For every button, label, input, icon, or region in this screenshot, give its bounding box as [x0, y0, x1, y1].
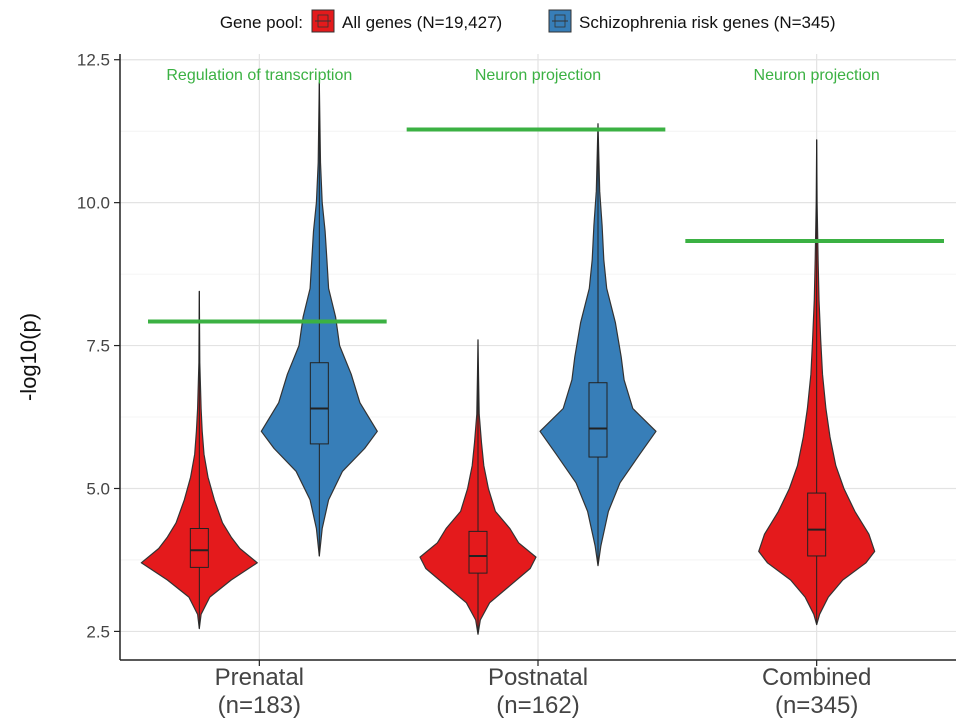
x-tick-sublabel: (n=183)	[218, 692, 301, 719]
annotation-label: Regulation of transcription	[166, 67, 352, 84]
legend-label: All genes (N=19,427)	[342, 13, 502, 32]
box-iqr	[807, 492, 827, 557]
y-tick-label: 7.5	[86, 337, 110, 356]
x-tick-sublabel: (n=162)	[496, 692, 579, 719]
violin-combined-all	[758, 139, 876, 626]
violin-prenatal-all	[140, 290, 258, 630]
x-tick-label: Postnatal	[488, 664, 588, 691]
annotation-label: Neuron projection	[754, 67, 880, 84]
y-tick-label: 2.5	[86, 622, 110, 641]
x-tick-label: Prenatal	[215, 664, 304, 691]
violin-prenatal-risk	[260, 82, 378, 557]
legend-title: Gene pool:	[220, 13, 303, 32]
legend-label: Schizophrenia risk genes (N=345)	[579, 13, 836, 32]
annotation-label: Neuron projection	[475, 67, 601, 84]
x-tick-sublabel: (n=345)	[775, 692, 858, 719]
box-iqr	[309, 362, 329, 445]
violin-postnatal-all	[419, 339, 537, 635]
y-axis-label: -log10(p)	[16, 313, 41, 401]
y-tick-label: 12.5	[77, 51, 110, 70]
box-iqr	[189, 528, 209, 568]
x-tick-label: Combined	[762, 664, 871, 691]
box-iqr	[468, 530, 488, 574]
plot-marks: Regulation of transcription Neuron projec…	[140, 67, 944, 635]
legend: Gene pool: All genes (N=19,427) Schizophr…	[220, 9, 836, 33]
legend-swatch-box	[317, 14, 329, 28]
legend-entry: Schizophrenia risk genes (N=345)	[548, 9, 836, 33]
legend-swatch-box	[554, 14, 566, 28]
y-tick-label: 10.0	[77, 194, 110, 213]
y-tick-label: 5.0	[86, 479, 110, 498]
box-iqr	[588, 382, 608, 458]
violin-postnatal-risk	[539, 123, 657, 567]
axes: 2.5 5.0 7.5 10.0 12.5 Prenatal(n=183) Postnata…	[77, 51, 956, 719]
legend-entry: All genes (N=19,427)	[311, 9, 502, 33]
